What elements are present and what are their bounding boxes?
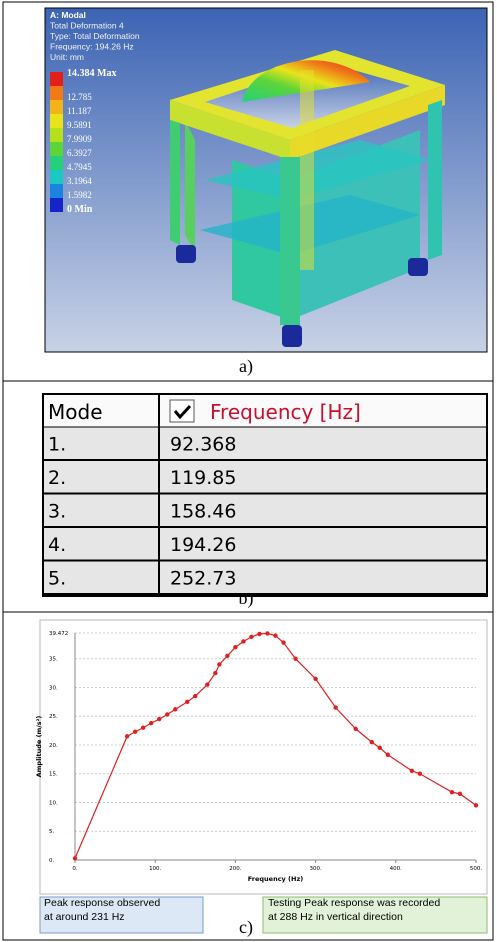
point — [225, 654, 229, 658]
render-info: Frequency: 194.26 Hz — [50, 42, 134, 52]
point — [354, 727, 358, 731]
point — [173, 707, 177, 711]
point — [133, 730, 137, 734]
legend-label: 4.7945 — [67, 162, 92, 172]
point — [141, 726, 145, 730]
y-tick-label: 10. — [49, 800, 58, 806]
cell-text: 3. — [48, 501, 66, 523]
cell-text: 158.46 — [170, 501, 236, 523]
point — [386, 753, 390, 757]
caption: c) — [239, 917, 253, 938]
point — [213, 671, 217, 675]
cell-text: 4. — [48, 534, 66, 556]
render-info: Total Deformation 4 — [50, 21, 124, 31]
x-axis-label: Frequency (Hz) — [248, 875, 304, 883]
legend-swatch — [50, 114, 63, 128]
point — [165, 712, 169, 716]
point — [157, 717, 161, 721]
y-tick-label: 15. — [49, 772, 58, 778]
point — [233, 645, 237, 649]
legend-label: 9.5891 — [67, 120, 92, 130]
cell-text: 252.73 — [170, 568, 236, 590]
x-tick-label: 100. — [149, 866, 161, 872]
point — [149, 721, 153, 725]
point — [474, 803, 478, 807]
y-tick-label: 0. — [49, 858, 54, 864]
legend-label: 12.785 — [67, 92, 92, 102]
point — [378, 746, 382, 750]
legend-label: 6.3927 — [67, 148, 92, 158]
point — [193, 694, 197, 698]
render-info: Unit: mm — [50, 52, 84, 62]
point — [217, 662, 221, 666]
point — [313, 677, 317, 681]
point — [257, 632, 261, 636]
x-tick-label: 500. — [470, 866, 482, 872]
point — [265, 631, 269, 635]
y-tick-label: 25. — [49, 714, 58, 720]
render-info: Type: Total Deformation — [50, 31, 140, 41]
caption: a) — [239, 356, 253, 377]
legend-swatch — [50, 184, 63, 198]
annotation-line: Testing Peak response was recorded — [268, 897, 440, 909]
x-tick-label: 200. — [229, 866, 241, 872]
x-tick-label: 0. — [72, 866, 77, 872]
point — [293, 657, 297, 661]
legend-label: 0 Min — [67, 204, 93, 215]
legend-swatch — [50, 156, 63, 170]
point — [410, 769, 414, 773]
legend-label: 14.384 Max — [67, 68, 116, 79]
legend-label: 1.5982 — [67, 190, 92, 200]
cell-text: 92.368 — [170, 434, 236, 456]
legend-label: 7.9909 — [67, 134, 92, 144]
cell-text: 1. — [48, 434, 66, 456]
y-tick-label: 5. — [49, 829, 54, 835]
y-axis-label: Amplitude (m/s²) — [35, 716, 43, 778]
point — [333, 705, 337, 709]
annotation-line: at around 231 Hz — [44, 911, 125, 923]
legend-swatch — [50, 128, 63, 142]
x-tick-label: 300. — [309, 866, 321, 872]
annotation-line: Peak response observed — [44, 897, 160, 909]
legend-swatch — [50, 170, 63, 184]
legend-swatch — [50, 72, 63, 86]
point — [249, 635, 253, 639]
chart-frame — [40, 620, 487, 894]
header-text: Frequency [Hz] — [210, 400, 361, 424]
header-text: Mode — [48, 400, 103, 424]
point — [458, 792, 462, 796]
legend-label: 3.1964 — [67, 176, 92, 186]
figure: a) b) c) A: ModalTotal Deformation 4Type… — [0, 0, 497, 942]
point — [125, 734, 129, 738]
point — [273, 634, 277, 638]
y-tick-label: 20. — [49, 743, 58, 749]
point — [185, 700, 189, 704]
y-tick-label: 30. — [49, 685, 58, 691]
point — [205, 682, 209, 686]
cell-text: 119.85 — [170, 467, 236, 489]
checkbox — [170, 400, 194, 422]
legend-swatch — [50, 100, 63, 114]
cell-text: 194.26 — [170, 534, 236, 556]
legend-label: 11.187 — [67, 106, 92, 116]
page: a) b) c) A: ModalTotal Deformation 4Type… — [0, 0, 497, 942]
cell-text: 2. — [48, 467, 66, 489]
legend-swatch — [50, 198, 63, 212]
cell-text: 5. — [48, 568, 66, 590]
point — [418, 772, 422, 776]
legend-swatch — [50, 142, 63, 156]
y-tick-label: 35. — [49, 657, 58, 663]
point — [73, 856, 77, 860]
x-tick-label: 400. — [390, 866, 402, 872]
y-tick-label: 39.472 — [49, 631, 68, 637]
annotation-line: at 288 Hz in vertical direction — [268, 911, 403, 923]
point — [241, 639, 245, 643]
render-info: A: Modal — [50, 10, 86, 20]
point — [370, 740, 374, 744]
point — [281, 640, 285, 644]
point — [450, 790, 454, 794]
legend-swatch — [50, 86, 63, 100]
